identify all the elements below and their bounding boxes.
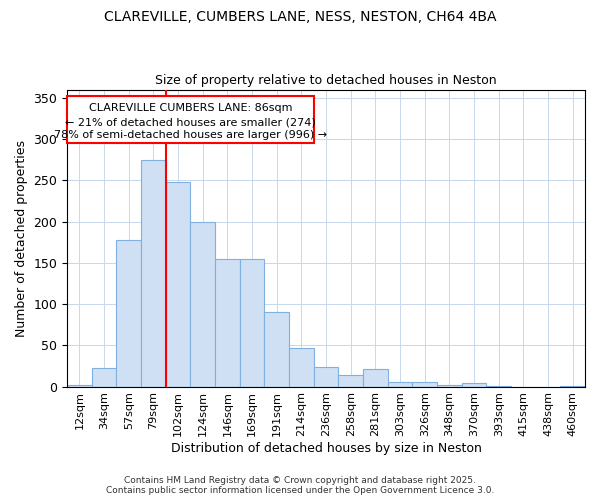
Bar	[437, 385, 462, 386]
Text: CLAREVILLE, CUMBERS LANE, NESS, NESTON, CH64 4BA: CLAREVILLE, CUMBERS LANE, NESS, NESTON, …	[104, 10, 496, 24]
Text: CLAREVILLE CUMBERS LANE: 86sqm: CLAREVILLE CUMBERS LANE: 86sqm	[89, 103, 292, 113]
Text: 78% of semi-detached houses are larger (996) →: 78% of semi-detached houses are larger (…	[54, 130, 327, 140]
Title: Size of property relative to detached houses in Neston: Size of property relative to detached ho…	[155, 74, 497, 87]
Bar	[265, 312, 289, 386]
Bar	[116, 240, 141, 386]
Bar	[412, 382, 437, 386]
Bar	[92, 368, 116, 386]
Bar	[388, 382, 412, 386]
Bar	[166, 182, 190, 386]
Bar	[190, 222, 215, 386]
Bar	[67, 385, 92, 386]
Bar	[289, 348, 314, 387]
X-axis label: Distribution of detached houses by size in Neston: Distribution of detached houses by size …	[170, 442, 482, 455]
Bar	[141, 160, 166, 386]
Bar	[338, 375, 363, 386]
Bar	[314, 367, 338, 386]
Text: ← 21% of detached houses are smaller (274): ← 21% of detached houses are smaller (27…	[65, 118, 316, 128]
Y-axis label: Number of detached properties: Number of detached properties	[15, 140, 28, 336]
Bar	[462, 384, 487, 386]
FancyBboxPatch shape	[67, 96, 314, 143]
Text: Contains HM Land Registry data © Crown copyright and database right 2025.
Contai: Contains HM Land Registry data © Crown c…	[106, 476, 494, 495]
Bar	[215, 258, 240, 386]
Bar	[240, 258, 265, 386]
Bar	[363, 370, 388, 386]
